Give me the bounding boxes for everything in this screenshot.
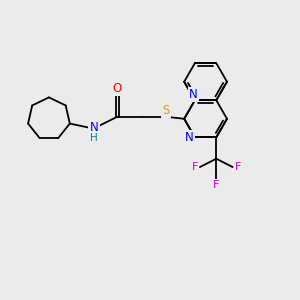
Text: F: F	[191, 162, 198, 172]
Text: S: S	[162, 104, 170, 117]
Text: N: N	[90, 121, 98, 134]
Text: F: F	[235, 162, 241, 172]
Text: H: H	[90, 133, 98, 142]
Text: N: N	[189, 88, 198, 101]
Text: F: F	[213, 180, 220, 190]
Text: O: O	[113, 82, 122, 95]
Text: N: N	[184, 131, 193, 144]
